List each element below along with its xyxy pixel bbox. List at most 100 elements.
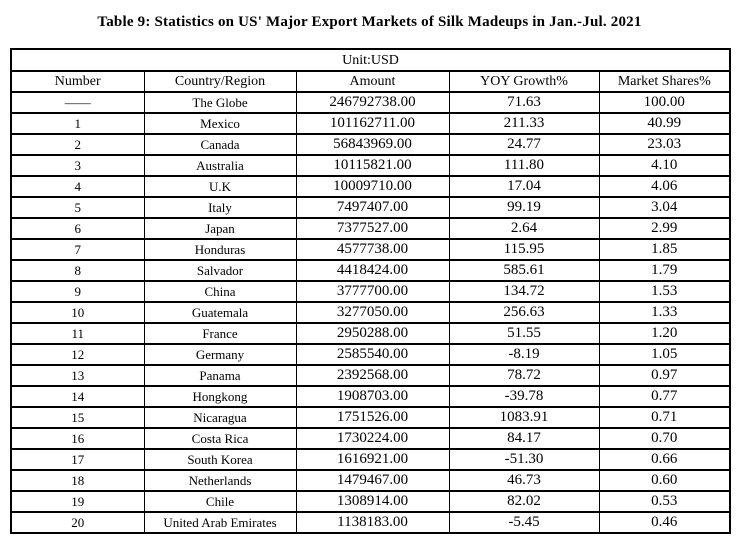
table-row: 16 Costa Rica 1730224.00 84.17 0.70 (10, 427, 731, 450)
cell-number: 4 (10, 175, 145, 198)
cell-number: 18 (10, 469, 145, 492)
cell-market-share: 23.03 (598, 133, 731, 156)
table-row: 17 South Korea 1616921.00 -51.30 0.66 (10, 448, 731, 471)
cell-yoy-growth: 111.80 (448, 154, 600, 177)
cell-amount: 3277050.00 (295, 301, 450, 324)
cell-market-share: 1.53 (598, 280, 731, 303)
cell-yoy-growth: 78.72 (448, 364, 600, 387)
cell-amount: 2950288.00 (295, 322, 450, 345)
cell-amount: 10115821.00 (295, 154, 450, 177)
cell-market-share: 0.71 (598, 406, 731, 429)
cell-number: 11 (10, 322, 145, 345)
table-body: —— The Globe 246792738.00 71.63 100.00 1 Mexic… (10, 91, 731, 534)
cell-yoy-growth: 134.72 (448, 280, 600, 303)
column-header-row: Number Country/Region Amount YOY Growth% Mar… (10, 70, 731, 93)
cell-amount: 4418424.00 (295, 259, 450, 282)
cell-market-share: 0.97 (598, 364, 731, 387)
cell-yoy-growth: 84.17 (448, 427, 600, 450)
cell-country: United Arab Emirates (143, 511, 297, 534)
cell-country: China (143, 280, 297, 303)
cell-country: Nicaragua (143, 406, 297, 429)
cell-amount: 1908703.00 (295, 385, 450, 408)
table-row: 19 Chile 1308914.00 82.02 0.53 (10, 490, 731, 513)
cell-number: 16 (10, 427, 145, 450)
table-row: 20 United Arab Emirates 1138183.00 -5.45 0.4… (10, 511, 731, 534)
cell-country: Chile (143, 490, 297, 513)
cell-number: 3 (10, 154, 145, 177)
cell-market-share: 0.77 (598, 385, 731, 408)
cell-amount: 1308914.00 (295, 490, 450, 513)
cell-amount: 7497407.00 (295, 196, 450, 219)
cell-yoy-growth: 17.04 (448, 175, 600, 198)
cell-country: Mexico (143, 112, 297, 135)
table-row: 6 Japan 7377527.00 2.64 2.99 (10, 217, 731, 240)
cell-yoy-growth: 585.61 (448, 259, 600, 282)
table-row: 1 Mexico 101162711.00 211.33 40.99 (10, 112, 731, 135)
cell-number: 8 (10, 259, 145, 282)
cell-yoy-growth: -8.19 (448, 343, 600, 366)
table-row: 13 Panama 2392568.00 78.72 0.97 (10, 364, 731, 387)
cell-yoy-growth: 99.19 (448, 196, 600, 219)
cell-country: U.K (143, 175, 297, 198)
cell-amount: 4577738.00 (295, 238, 450, 261)
cell-country: Salvador (143, 259, 297, 282)
table-row: 8 Salvador 4418424.00 585.61 1.79 (10, 259, 731, 282)
cell-number: 10 (10, 301, 145, 324)
table-row: 9 China 3777700.00 134.72 1.53 (10, 280, 731, 303)
cell-amount: 101162711.00 (295, 112, 450, 135)
cell-amount: 246792738.00 (295, 91, 450, 114)
cell-amount: 1616921.00 (295, 448, 450, 471)
cell-market-share: 1.85 (598, 238, 731, 261)
cell-market-share: 3.04 (598, 196, 731, 219)
cell-amount: 1730224.00 (295, 427, 450, 450)
table-row: 18 Netherlands 1479467.00 46.73 0.60 (10, 469, 731, 492)
cell-yoy-growth: 24.77 (448, 133, 600, 156)
cell-number: 6 (10, 217, 145, 240)
table-row: 4 U.K 10009710.00 17.04 4.06 (10, 175, 731, 198)
cell-country: The Globe (143, 91, 297, 114)
cell-market-share: 4.10 (598, 154, 731, 177)
cell-amount: 1138183.00 (295, 511, 450, 534)
table-row: —— The Globe 246792738.00 71.63 100.00 (10, 91, 731, 114)
cell-country: Honduras (143, 238, 297, 261)
cell-number: 19 (10, 490, 145, 513)
cell-number: 5 (10, 196, 145, 219)
cell-market-share: 0.46 (598, 511, 731, 534)
cell-country: Panama (143, 364, 297, 387)
unit-row: Unit:USD (10, 48, 731, 72)
cell-country: Hongkong (143, 385, 297, 408)
table-row: 15 Nicaragua 1751526.00 1083.91 0.71 (10, 406, 731, 429)
table-row: 7 Honduras 4577738.00 115.95 1.85 (10, 238, 731, 261)
cell-country: Italy (143, 196, 297, 219)
cell-number: 13 (10, 364, 145, 387)
cell-number: 14 (10, 385, 145, 408)
cell-amount: 7377527.00 (295, 217, 450, 240)
cell-amount: 3777700.00 (295, 280, 450, 303)
table-row: 10 Guatemala 3277050.00 256.63 1.33 (10, 301, 731, 324)
cell-country: Guatemala (143, 301, 297, 324)
cell-market-share: 0.70 (598, 427, 731, 450)
table-title: Table 9: Statistics on US' Major Export … (97, 14, 642, 30)
table-row: 5 Italy 7497407.00 99.19 3.04 (10, 196, 731, 219)
cell-market-share: 100.00 (598, 91, 731, 114)
cell-yoy-growth: 71.63 (448, 91, 600, 114)
cell-amount: 56843969.00 (295, 133, 450, 156)
cell-yoy-growth: 115.95 (448, 238, 600, 261)
table-row: 2 Canada 56843969.00 24.77 23.03 (10, 133, 731, 156)
unit-label: Unit:USD (10, 48, 731, 72)
cell-market-share: 0.53 (598, 490, 731, 513)
header-number: Number (10, 70, 145, 93)
table-row: 3 Australia 10115821.00 111.80 4.10 (10, 154, 731, 177)
cell-amount: 2392568.00 (295, 364, 450, 387)
cell-market-share: 1.79 (598, 259, 731, 282)
cell-number: 7 (10, 238, 145, 261)
cell-amount: 1751526.00 (295, 406, 450, 429)
cell-yoy-growth: -51.30 (448, 448, 600, 471)
cell-yoy-growth: 256.63 (448, 301, 600, 324)
cell-country: Costa Rica (143, 427, 297, 450)
cell-yoy-growth: 51.55 (448, 322, 600, 345)
cell-yoy-growth: 46.73 (448, 469, 600, 492)
statistics-table: Unit:USD Number Country/Region Amount YOY G… (10, 48, 732, 534)
cell-yoy-growth: 2.64 (448, 217, 600, 240)
